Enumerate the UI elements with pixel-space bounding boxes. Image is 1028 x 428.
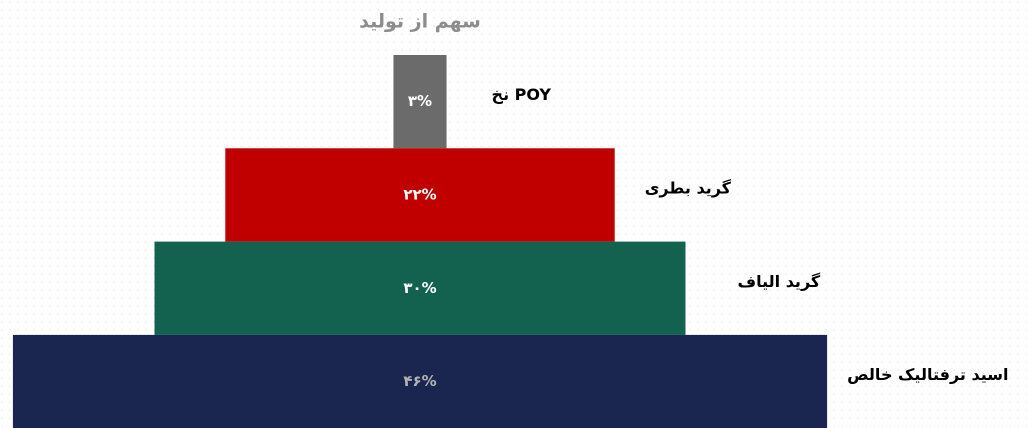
bar	[12, 334, 828, 428]
category-label: گرید الیاف	[738, 272, 821, 291]
category-label: نخ POY	[492, 85, 552, 104]
data-label: ۲۲%	[403, 185, 436, 203]
bar	[393, 55, 447, 149]
category-label: اسید ترفتالیک خالص	[847, 365, 1008, 384]
data-label: ۴۶%	[403, 372, 436, 390]
category-label: گرید بطری	[645, 178, 732, 197]
data-label: ۳%	[408, 92, 432, 110]
bar	[154, 241, 686, 335]
chart-title: سهم از تولید	[359, 11, 481, 33]
bar	[225, 148, 615, 242]
data-label: ۳۰%	[403, 279, 436, 297]
